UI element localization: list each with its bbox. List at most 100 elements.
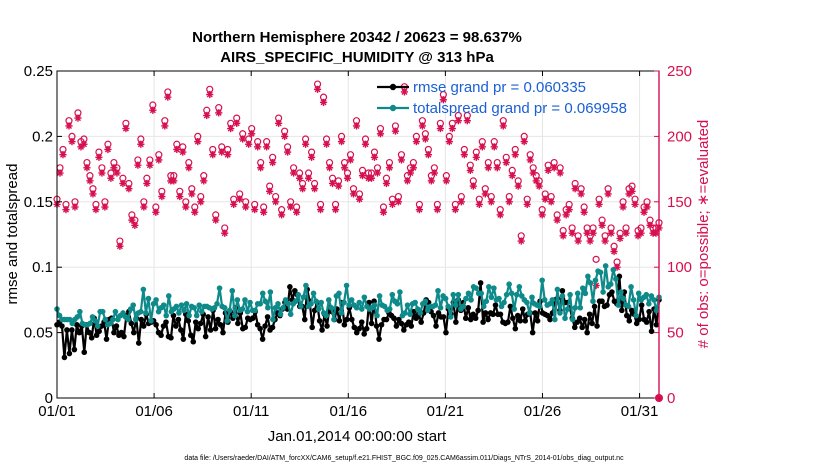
spread-series-point xyxy=(501,299,507,306)
obs-evaluated-point xyxy=(290,169,298,177)
spread-series-point xyxy=(597,269,604,276)
spread-series-point xyxy=(99,308,106,315)
obs-evaluated-point xyxy=(257,164,265,172)
spread-series-point xyxy=(447,314,454,320)
rmse-series-point xyxy=(140,323,147,329)
obs-evaluated-point xyxy=(140,203,148,211)
spread-series-point xyxy=(445,303,451,310)
rmse-series-point xyxy=(59,323,65,329)
spread-series-point xyxy=(173,303,180,310)
spread-series-point xyxy=(478,290,484,297)
spread-series-point xyxy=(460,303,467,310)
obs-evaluated-point xyxy=(469,182,477,190)
rmse-series-point xyxy=(589,320,595,327)
rmse-series-point xyxy=(66,350,73,357)
rmse-series-point xyxy=(467,316,474,323)
y-tick-label-right: 150 xyxy=(667,194,692,211)
rmse-series-point xyxy=(443,329,449,336)
spread-series-point xyxy=(554,286,561,293)
rmse-series-point xyxy=(190,338,197,345)
y-axis-label-left: rmse and totalspread xyxy=(4,164,21,305)
obs-evaluated-point xyxy=(239,135,247,143)
spread-series-point xyxy=(361,294,368,301)
obs-evaluated-point xyxy=(418,122,426,130)
rmse-series-point xyxy=(579,324,586,331)
rmse-series-point xyxy=(257,325,263,332)
obs-evaluated-point xyxy=(218,148,226,156)
spread-series-point xyxy=(298,303,304,310)
obs-evaluated-point xyxy=(203,111,211,120)
rmse-series-point xyxy=(534,318,541,324)
rmse-series-point xyxy=(153,321,159,328)
spread-series-point xyxy=(582,290,589,297)
spread-series-point xyxy=(239,306,246,312)
spread-series-point xyxy=(574,290,581,297)
obs-evaluated-point xyxy=(601,237,609,245)
obs-evaluated-point xyxy=(319,98,328,106)
x-tick-label: 01/11 xyxy=(233,403,269,420)
rmse-series-point xyxy=(401,327,407,333)
spread-series-point xyxy=(376,293,383,299)
spread-series-point xyxy=(511,306,518,312)
rmse-series-point xyxy=(586,311,593,318)
rmse-series-point xyxy=(430,312,437,319)
rmse-series-point xyxy=(490,311,496,318)
spread-series-point xyxy=(315,306,322,312)
obs-evaluated-point xyxy=(559,232,567,240)
obs-evaluated-point xyxy=(191,208,199,216)
spread-series-point xyxy=(549,297,556,303)
obs-evaluated-point xyxy=(643,203,651,211)
y-tick-label-right: 200 xyxy=(667,128,692,145)
spread-series-point xyxy=(308,301,314,307)
obs-evaluated-point xyxy=(170,177,178,185)
spread-series-point xyxy=(318,299,324,306)
obs-evaluated-point xyxy=(406,169,415,177)
spread-series-point xyxy=(577,304,584,311)
spread-series-point xyxy=(450,291,457,298)
obs-evaluated-point xyxy=(535,182,543,190)
obs-evaluated-point xyxy=(107,174,115,182)
spread-series-point xyxy=(338,310,345,316)
spread-series-point xyxy=(407,311,413,318)
legend-entry-label: totalspread grand pr = 0.069958 xyxy=(413,100,627,117)
spread-series-point xyxy=(432,302,439,308)
rmse-series-point xyxy=(197,320,204,327)
spread-series-point xyxy=(488,294,495,301)
obs-evaluated-point xyxy=(490,143,498,151)
obs-evaluated-point xyxy=(496,211,504,219)
rmse-series-point xyxy=(316,318,323,324)
obs-evaluated-point xyxy=(206,90,214,99)
obs-evaluated-point xyxy=(550,164,558,172)
x-axis-label: Jan.01,2014 00:00:00 start xyxy=(268,428,447,445)
obs-evaluated-point xyxy=(295,174,304,182)
obs-evaluated-point xyxy=(86,177,94,185)
obs-evaluated-point xyxy=(388,200,397,209)
obs-evaluated-point xyxy=(125,185,133,193)
rmse-series-point xyxy=(319,327,325,333)
rmse-series-point xyxy=(195,325,202,332)
y-tick-label-left: 0.1 xyxy=(32,259,53,276)
rmse-series-point xyxy=(482,310,489,316)
obs-evaluated-point xyxy=(448,124,456,133)
obs-evaluated-point xyxy=(370,153,379,161)
obs-evaluated-point xyxy=(110,164,118,172)
obs-evaluated-point xyxy=(122,124,130,133)
rmse-series-point xyxy=(576,315,583,322)
x-tick-label: 01/31 xyxy=(621,403,659,420)
spread-series-point xyxy=(196,302,203,308)
spread-series-point xyxy=(585,273,591,280)
rmse-series-point xyxy=(88,335,95,341)
chart-title-line2: AIRS_SPECIFIC_HUMIDITY @ 313 hPa xyxy=(220,49,494,66)
obs-evaluated-point xyxy=(298,185,307,193)
spread-series-point xyxy=(437,304,444,311)
obs-evaluated-point xyxy=(517,237,525,245)
spread-series-point xyxy=(247,299,253,306)
rmse-series-point xyxy=(626,318,633,324)
spread-series-point xyxy=(191,304,197,311)
spread-series-point xyxy=(607,281,614,288)
obs-evaluated-point xyxy=(367,174,376,182)
rmse-series-point xyxy=(202,333,209,340)
spread-series-point xyxy=(618,289,624,295)
spread-series-point xyxy=(145,295,152,302)
